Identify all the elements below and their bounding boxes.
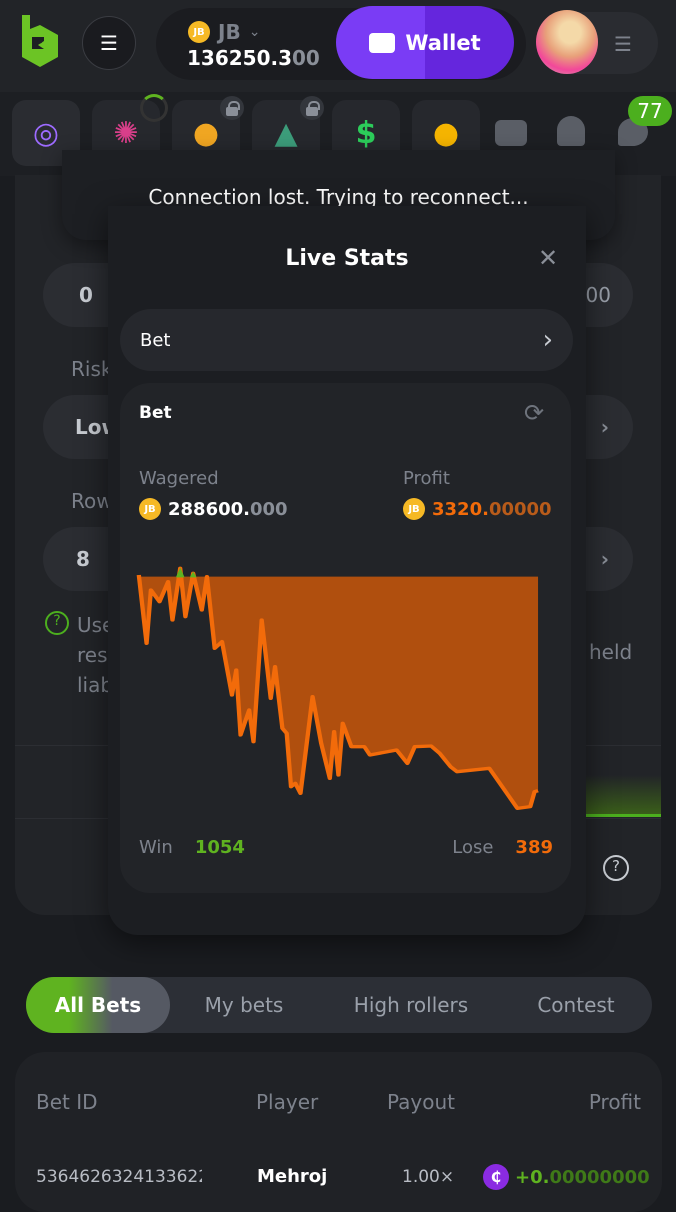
hamburger-icon: ☰ <box>100 31 118 55</box>
tab-all-bets[interactable]: All Bets <box>26 977 170 1033</box>
refresh-icon[interactable]: ⟳ <box>524 399 545 427</box>
card-title: Bet <box>139 403 172 423</box>
wallet-icon <box>369 32 396 53</box>
question-icon[interactable]: ? <box>603 855 629 881</box>
jb-coin-icon: JB <box>188 21 210 43</box>
profit-line <box>136 566 539 810</box>
mail-icon[interactable] <box>495 120 527 146</box>
logo[interactable] <box>18 13 62 69</box>
close-icon[interactable]: ✕ <box>538 244 559 272</box>
player-name[interactable]: Mehroj <box>257 1166 328 1187</box>
column-header: Profit <box>588 1090 641 1114</box>
top-header: ☰ JB JB ⌄ 136250.300 Wallet ☰ <box>0 0 676 92</box>
modal-title: Live Stats <box>285 246 409 271</box>
jb-coin-icon: JB <box>139 498 161 520</box>
bets-tabs: All Bets My bets High rollers Contest <box>26 977 652 1033</box>
tab-high-rollers[interactable]: High rollers <box>353 993 469 1017</box>
chevron-right-icon: › <box>542 325 553 355</box>
help-text-tail: held <box>589 640 633 664</box>
wagered-label: Wagered <box>139 468 219 489</box>
progress-ring <box>140 94 168 122</box>
bell-icon[interactable] <box>557 116 585 146</box>
currency-label: JB <box>218 20 241 44</box>
bet-id[interactable]: 53646263241336222 <box>36 1167 202 1187</box>
wagered-value: JB 288600.000 <box>139 498 288 520</box>
profit-area <box>138 568 539 809</box>
menu-button[interactable]: ☰ <box>82 16 136 70</box>
chat-badge: 77 <box>628 96 672 126</box>
bets-table: Bet ID Player Payout Profit 536462632413… <box>15 1052 662 1212</box>
profit: ₵ +0.00000000 <box>483 1164 650 1190</box>
wallet-button[interactable]: Wallet <box>336 6 514 79</box>
profit-value: JB 3320.00000 <box>403 498 552 520</box>
profit-positive-peak <box>175 567 197 578</box>
profit-chart <box>136 566 539 810</box>
sidebar-toggle-icon[interactable]: ☰ <box>614 32 632 56</box>
jb-coin-icon: JB <box>403 498 425 520</box>
game-progress-bar <box>575 775 661 817</box>
column-header: Bet ID <box>36 1090 98 1114</box>
help-icon: ? <box>45 611 69 635</box>
lock-icon <box>220 96 244 120</box>
profit-label: Profit <box>403 468 450 489</box>
tab-my-bets[interactable]: My bets <box>204 993 284 1017</box>
profile-box[interactable]: ☰ <box>536 10 658 74</box>
column-header: Player <box>256 1090 319 1114</box>
balance-value: 136250.300 <box>187 46 320 70</box>
avatar[interactable] <box>536 10 598 74</box>
risk-label: Risk <box>71 357 113 381</box>
stats-type-select[interactable]: Bet › <box>120 309 573 371</box>
chevron-down-icon[interactable]: ⌄ <box>248 24 261 40</box>
payout: 1.00× <box>402 1167 455 1187</box>
win-stat: Win 1054 <box>139 837 245 858</box>
coin-icon: ₵ <box>483 1164 509 1190</box>
lose-stat: Lose 389 <box>452 837 553 858</box>
lock-icon <box>300 96 324 120</box>
column-header: Payout <box>387 1090 456 1114</box>
tab-contest[interactable]: Contest <box>537 993 615 1017</box>
